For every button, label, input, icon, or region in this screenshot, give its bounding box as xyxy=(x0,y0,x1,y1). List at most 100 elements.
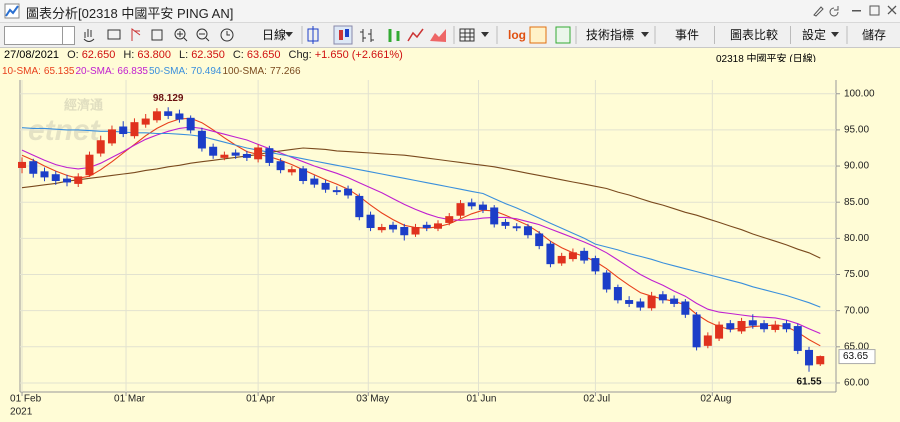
candle-body xyxy=(445,216,454,223)
clock-icon[interactable] xyxy=(220,28,234,42)
y-tick-label: 70.00 xyxy=(844,305,869,316)
candle-body xyxy=(400,227,409,236)
candle-body xyxy=(96,140,105,154)
candle-body xyxy=(29,161,38,174)
app-icon xyxy=(4,3,20,19)
y-tick-label: 80.00 xyxy=(844,233,869,244)
candle-body xyxy=(647,295,656,309)
dropdown-arrow xyxy=(831,26,848,44)
watermark-text: 經濟通 xyxy=(64,97,103,112)
refresh-icon[interactable] xyxy=(829,6,839,17)
grid-icon[interactable] xyxy=(459,28,475,42)
candle-body xyxy=(51,174,60,182)
y-tick-label: 100.00 xyxy=(844,88,875,99)
y-tick-label: 60.00 xyxy=(844,378,869,389)
candle-body xyxy=(490,207,499,225)
quote-value: 62.650 xyxy=(81,49,116,61)
ma-line xyxy=(21,126,821,335)
candle-body xyxy=(512,226,521,229)
legend-entry: 20-SMA: 66.835 xyxy=(76,66,149,77)
quote-value: 63.650 xyxy=(246,49,281,61)
symbol-dropdown[interactable] xyxy=(62,26,75,100)
events-button[interactable]: 事件 xyxy=(675,28,700,42)
candle-body xyxy=(467,202,476,207)
candle-body xyxy=(220,154,229,158)
quote-symbol: 02318 中國平安 (日線) xyxy=(715,54,816,65)
bar-icon[interactable] xyxy=(388,29,400,42)
quote-bar: 27/08/2021 O: 62.650 H: 63.800 L: 62.350 C: 63.6… xyxy=(0,48,900,65)
window-title: 圖表分析[02318 中國平安 PING AN] xyxy=(26,6,234,21)
extreme-label: 61.55 xyxy=(797,376,822,387)
quote-value: 62.350 xyxy=(191,49,225,61)
candle-body xyxy=(276,161,285,171)
period-button[interactable]: 日線 xyxy=(262,28,287,42)
settings-button[interactable]: 設定 xyxy=(802,28,827,42)
candle-body xyxy=(74,176,83,184)
last-price-label: 63.65 xyxy=(843,351,868,362)
candle-body xyxy=(793,326,802,351)
candle-body xyxy=(175,113,184,120)
chart-background xyxy=(0,62,900,422)
candle-body xyxy=(456,203,465,216)
zoom-in-icon[interactable] xyxy=(174,28,186,40)
edit-icon[interactable] xyxy=(813,6,824,17)
log-button[interactable]: log xyxy=(508,28,526,42)
pan-icon[interactable] xyxy=(83,29,95,42)
x-year-label: 2021 xyxy=(10,407,33,418)
candle-body xyxy=(186,117,195,131)
split-icon[interactable] xyxy=(151,29,163,41)
close-icon[interactable] xyxy=(887,5,897,15)
candle-body xyxy=(242,153,251,158)
candle-body xyxy=(703,335,712,346)
candle-body xyxy=(299,168,308,182)
candle-body xyxy=(557,255,566,264)
window-controls xyxy=(813,5,897,17)
zoom-out-icon[interactable] xyxy=(196,28,208,40)
scale-icon[interactable] xyxy=(529,26,547,44)
candle-body xyxy=(164,111,173,116)
ma-line xyxy=(21,127,821,308)
line-icon[interactable] xyxy=(407,28,424,42)
x-tick-label: 03 May xyxy=(356,394,389,405)
candle-body xyxy=(287,169,296,173)
indicators-button[interactable]: 技術指標 xyxy=(586,28,635,42)
x-tick-label: 01 Mar xyxy=(114,394,146,405)
area-icon[interactable] xyxy=(430,29,446,42)
candle-body xyxy=(760,323,769,330)
ma-line xyxy=(21,147,821,259)
maximize-icon[interactable] xyxy=(869,5,880,16)
candle-body xyxy=(411,227,420,235)
symbol-input[interactable] xyxy=(4,26,64,45)
note-icon[interactable] xyxy=(555,26,571,44)
candle-body xyxy=(568,252,577,260)
candle-body xyxy=(805,349,814,366)
candle-body xyxy=(591,258,600,272)
y-tick-label: 90.00 xyxy=(844,161,869,172)
y-tick-label: 85.00 xyxy=(844,197,869,208)
candle-body xyxy=(141,118,150,125)
x-tick-label: 01 Apr xyxy=(246,394,276,405)
quote-value: +1.650 (+2.661%) xyxy=(314,49,403,61)
save-button[interactable]: 儲存 xyxy=(862,28,887,42)
candle-body xyxy=(737,321,746,332)
candle-body xyxy=(658,294,667,301)
quote-value: 63.800 xyxy=(137,49,171,61)
quote-label: H: xyxy=(123,49,135,61)
y-tick-label: 75.00 xyxy=(844,269,869,280)
separator xyxy=(714,26,715,44)
candle-body xyxy=(107,129,116,144)
candle-body xyxy=(535,233,544,247)
draw-icon[interactable] xyxy=(131,28,141,41)
more-icons xyxy=(529,26,577,44)
candle-body xyxy=(18,161,27,168)
chart: 經濟通 etnet 10-SMA: 65.135 20-SMA: 66.835 50-S… xyxy=(0,62,900,422)
fit-icon[interactable] xyxy=(107,29,121,40)
compare-button[interactable]: 圖表比較 xyxy=(730,28,779,42)
x-tick-label: 02 Aug xyxy=(700,394,731,405)
candle-body xyxy=(119,126,128,135)
candle-body xyxy=(265,148,274,163)
quote-label: Chg: xyxy=(288,49,312,61)
minimize-icon[interactable] xyxy=(852,10,861,12)
candle-body xyxy=(422,224,431,229)
ohlc-icon[interactable] xyxy=(360,29,374,42)
